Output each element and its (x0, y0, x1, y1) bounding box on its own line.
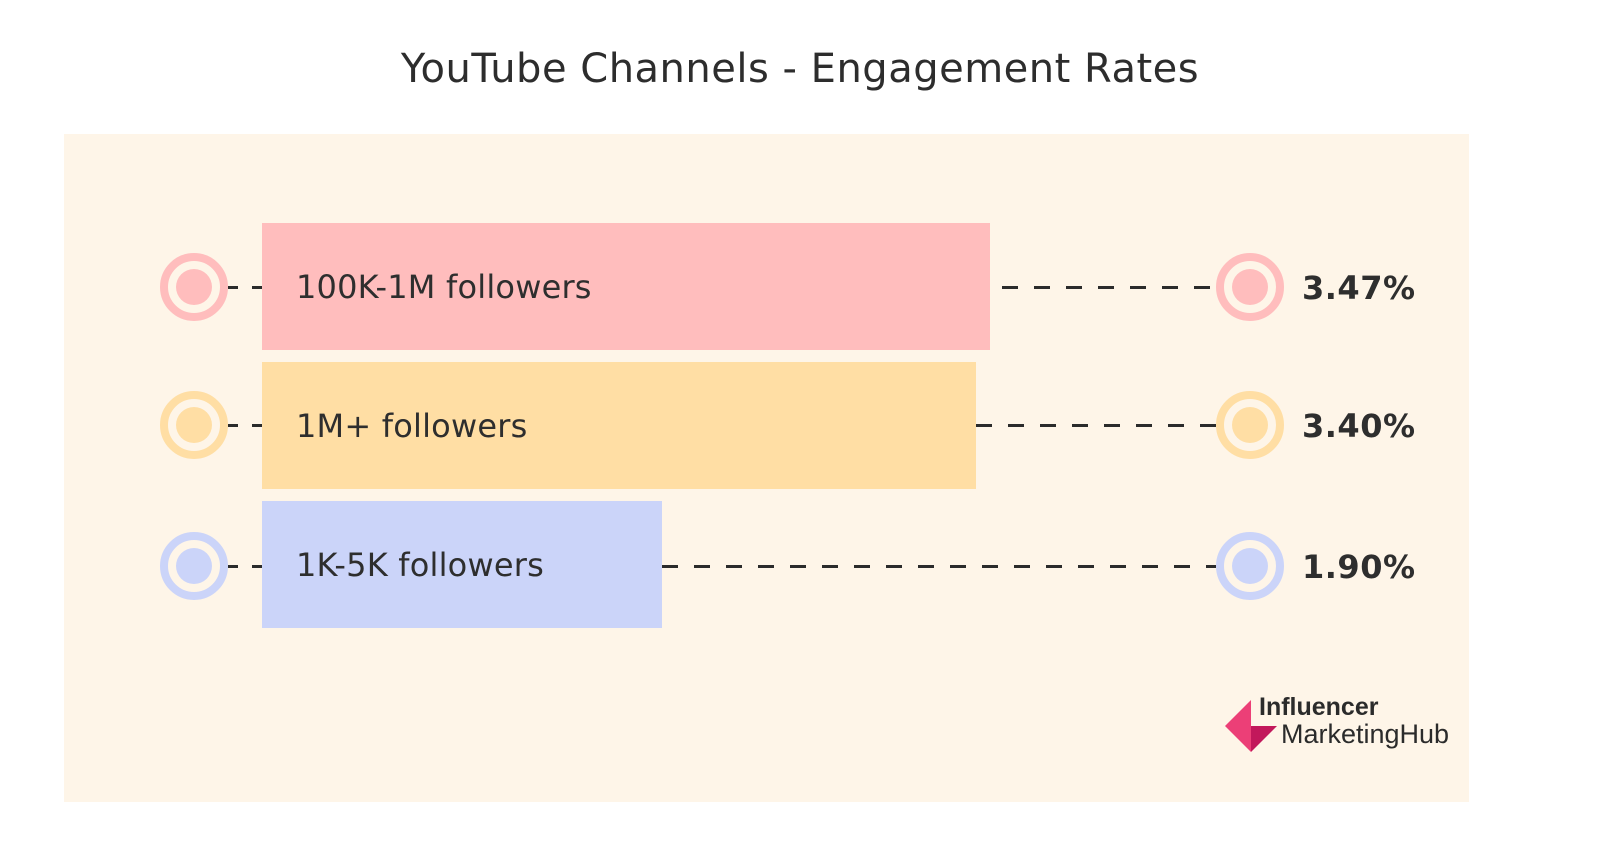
bar-label: 1K-5K followers (296, 545, 544, 584)
bar-1k-5k: 1K-5K followers (262, 501, 662, 628)
target-icon-right (1216, 391, 1284, 459)
bar-label: 100K-1M followers (296, 267, 592, 306)
dashed-connector-right (1002, 286, 1216, 289)
dashed-connector-left (228, 424, 262, 427)
target-icon-right (1216, 532, 1284, 600)
logo-line2: MarketingHub (1281, 719, 1450, 749)
chart-row: 100K-1M followers 3.47% (0, 223, 1600, 351)
dashed-connector-left (228, 286, 262, 289)
dashed-connector-right (662, 565, 1216, 568)
bar-100k-1m: 100K-1M followers (262, 223, 990, 350)
logo-line1: Influencer (1259, 693, 1379, 721)
target-icon-left (160, 253, 228, 321)
target-icon-left (160, 532, 228, 600)
bar-label: 1M+ followers (296, 406, 528, 445)
bar-1m-plus: 1M+ followers (262, 362, 976, 489)
logo-diamond-icon (1225, 700, 1277, 752)
dashed-connector-left (228, 565, 262, 568)
value-label: 3.40% (1302, 407, 1416, 445)
dashed-connector-right (976, 424, 1216, 427)
chart-row: 1K-5K followers 1.90% (0, 501, 1600, 629)
target-icon-left (160, 391, 228, 459)
value-label: 1.90% (1302, 548, 1416, 586)
target-icon-right (1216, 253, 1284, 321)
chart-row: 1M+ followers 3.40% (0, 362, 1600, 490)
influencer-marketinghub-logo: Influencer MarketingHub (1225, 693, 1475, 753)
chart-title: YouTube Channels - Engagement Rates (400, 46, 1200, 92)
value-label: 3.47% (1302, 269, 1416, 307)
